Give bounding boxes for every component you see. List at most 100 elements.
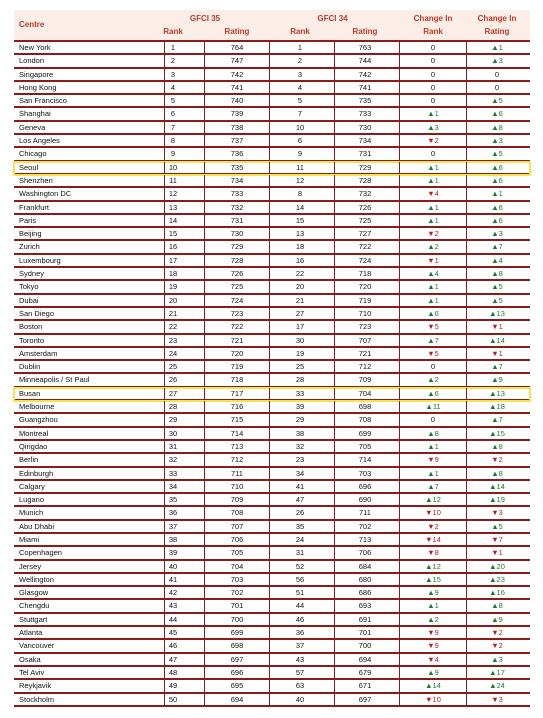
cell: ▲9 bbox=[491, 375, 503, 385]
cell: ▲1 bbox=[427, 109, 439, 119]
cell: 16 bbox=[295, 255, 305, 265]
cell: 14 bbox=[168, 215, 178, 225]
divider bbox=[399, 268, 400, 280]
divider bbox=[204, 42, 205, 54]
divider bbox=[466, 161, 467, 173]
divider bbox=[204, 55, 205, 67]
divider bbox=[204, 640, 205, 652]
cell: ▼3 bbox=[491, 694, 503, 704]
centre-name: Osaka bbox=[19, 654, 41, 664]
divider bbox=[466, 334, 467, 346]
divider bbox=[466, 467, 467, 479]
cell: 696 bbox=[358, 481, 372, 491]
divider bbox=[269, 454, 270, 466]
cell: 701 bbox=[358, 628, 372, 638]
divider bbox=[466, 387, 467, 400]
centre-name: Lugano bbox=[19, 495, 45, 505]
divider bbox=[399, 214, 400, 227]
table-row: Tel Aviv 48 696 57 679 ▲9 ▲17 bbox=[14, 666, 530, 681]
divider bbox=[164, 640, 165, 652]
cell: 720 bbox=[358, 282, 372, 292]
cell: 19 bbox=[168, 282, 178, 292]
cell: 45 bbox=[168, 628, 178, 638]
divider bbox=[466, 174, 467, 187]
divider bbox=[204, 161, 205, 173]
divider bbox=[399, 547, 400, 559]
cell: 0 bbox=[494, 82, 500, 92]
divider bbox=[164, 254, 165, 267]
cell: 4 bbox=[170, 82, 176, 92]
divider bbox=[164, 533, 165, 546]
divider bbox=[399, 55, 400, 67]
cell: 8 bbox=[297, 189, 303, 199]
cell: 16 bbox=[168, 242, 178, 252]
divider bbox=[399, 560, 400, 572]
cell: 697 bbox=[358, 694, 372, 704]
cell: 713 bbox=[358, 534, 372, 544]
centre-name: San Francisco bbox=[19, 96, 67, 106]
divider bbox=[334, 627, 335, 639]
divider bbox=[204, 135, 205, 147]
cell: 729 bbox=[230, 242, 244, 252]
cell: 717 bbox=[230, 388, 244, 398]
divider bbox=[334, 666, 335, 679]
centre-name: Abu Dhabi bbox=[19, 521, 55, 531]
divider bbox=[399, 148, 400, 160]
cell: ▼2 bbox=[491, 628, 503, 638]
divider bbox=[399, 533, 400, 546]
divider bbox=[399, 254, 400, 267]
centre-name: Toronto bbox=[19, 335, 45, 345]
table-row: Dubai 20 724 21 719 ▲1 ▲5 bbox=[14, 294, 530, 308]
cell: 710 bbox=[358, 308, 372, 318]
divider bbox=[164, 680, 165, 692]
divider bbox=[204, 108, 205, 120]
table-row: Shanghai 6 739 7 733 ▲1 ▲6 bbox=[14, 108, 530, 122]
divider bbox=[466, 560, 467, 572]
cell: 11 bbox=[296, 162, 304, 172]
divider bbox=[269, 42, 270, 54]
divider bbox=[466, 627, 467, 639]
cell: 2 bbox=[297, 56, 303, 66]
cell: 18 bbox=[295, 242, 305, 252]
divider bbox=[399, 573, 400, 586]
divider bbox=[334, 161, 335, 173]
cell: 725 bbox=[230, 282, 244, 292]
divider bbox=[399, 480, 400, 493]
divider bbox=[399, 201, 400, 213]
cell: ▲19 bbox=[489, 495, 505, 505]
cell: 35 bbox=[168, 495, 178, 505]
table-row: Toronto 23 721 30 707 ▲7 ▲14 bbox=[14, 334, 530, 348]
cell: 38 bbox=[295, 428, 305, 438]
table-row: Zurich 16 729 18 722 ▲2 ▲7 bbox=[14, 241, 530, 255]
cell: 714 bbox=[230, 428, 244, 438]
divider bbox=[399, 121, 400, 134]
cell: 6 bbox=[170, 109, 176, 119]
cell: 47 bbox=[168, 654, 178, 664]
cell: 33 bbox=[168, 468, 178, 478]
divider bbox=[204, 307, 205, 320]
divider bbox=[164, 361, 165, 373]
divider bbox=[204, 68, 205, 80]
cell: 0 bbox=[430, 149, 436, 159]
divider bbox=[269, 81, 270, 94]
centre-name: Dublin bbox=[19, 362, 41, 372]
divider bbox=[164, 600, 165, 612]
divider bbox=[466, 666, 467, 679]
cell: ▲8 bbox=[427, 428, 439, 438]
cell: 11 bbox=[169, 175, 177, 185]
divider bbox=[334, 467, 335, 479]
divider bbox=[269, 95, 270, 107]
cell: ▼2 bbox=[427, 229, 439, 239]
divider bbox=[164, 334, 165, 346]
divider bbox=[204, 547, 205, 559]
cell: 35 bbox=[295, 521, 305, 531]
table-row: Osaka 47 697 43 694 ▼4 ▲3 bbox=[14, 653, 530, 667]
divider bbox=[204, 268, 205, 280]
cell: ▲17 bbox=[489, 667, 505, 677]
divider bbox=[164, 480, 165, 493]
cell: 51 bbox=[295, 588, 305, 598]
table-row: Luxembourg 17 728 16 724 ▼1 ▲4 bbox=[14, 254, 530, 269]
divider bbox=[204, 294, 205, 306]
cell: 12 bbox=[168, 189, 178, 199]
divider bbox=[164, 68, 165, 80]
